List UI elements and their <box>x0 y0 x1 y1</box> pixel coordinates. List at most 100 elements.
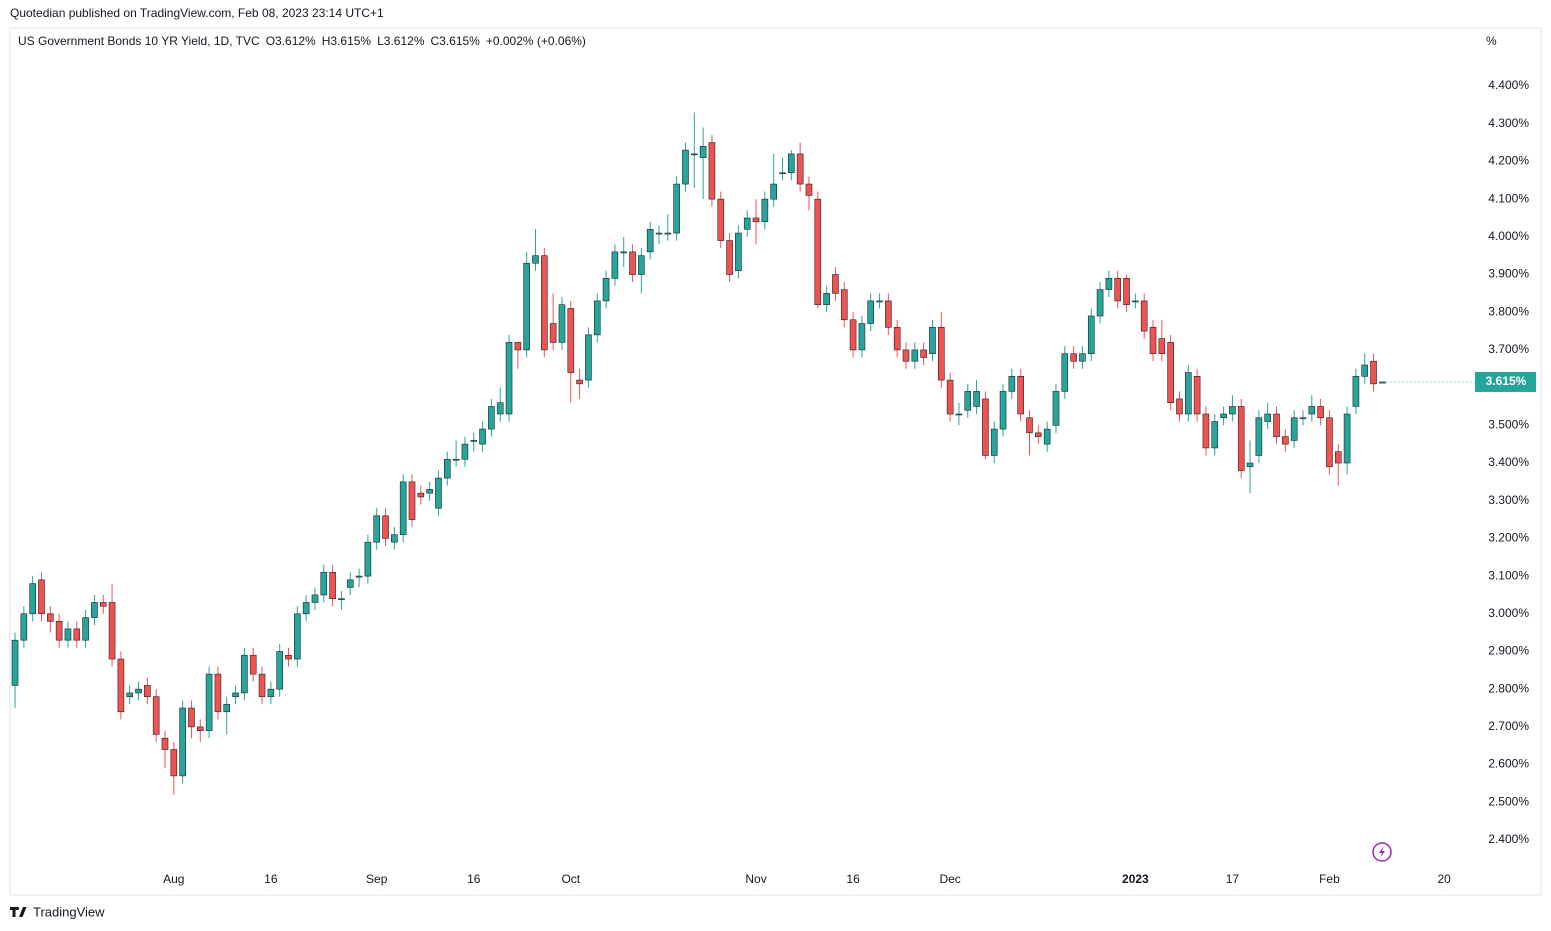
candle-body <box>1193 376 1201 415</box>
candle-body <box>276 651 283 690</box>
candle-body <box>1105 277 1113 290</box>
brand-name: TradingView <box>33 904 105 919</box>
candle-body <box>717 198 725 241</box>
candle-body <box>1167 342 1174 403</box>
candle-body <box>1255 417 1263 456</box>
y-tick-label: 2.600% <box>1488 757 1529 771</box>
y-tick-label: 2.500% <box>1488 794 1529 808</box>
candle-body <box>1158 338 1166 354</box>
candle-body <box>1026 417 1033 434</box>
y-tick-label: 4.100% <box>1488 191 1529 205</box>
y-tick-label: 3.300% <box>1488 493 1529 507</box>
candle-body <box>82 617 89 641</box>
candle-body <box>285 654 292 660</box>
candle-body <box>743 217 751 230</box>
candle-body <box>558 304 566 343</box>
candle-body <box>188 707 195 728</box>
y-tick-label: 3.900% <box>1488 267 1529 281</box>
candle-body <box>814 198 822 305</box>
brand-logo <box>10 906 27 917</box>
x-tick-label: 20 <box>1437 872 1451 886</box>
candle-body <box>496 402 504 415</box>
candle-body <box>620 251 628 254</box>
candle-body <box>982 398 989 456</box>
candle-body <box>973 391 980 407</box>
candle-body <box>1299 417 1307 420</box>
candle-body <box>664 232 672 235</box>
candle-body <box>470 440 478 442</box>
candle-body <box>1149 327 1157 354</box>
candle-body <box>91 602 98 618</box>
x-tick-label: Dec <box>939 872 960 886</box>
candle-body <box>488 406 495 430</box>
x-tick-label: 16 <box>846 872 860 886</box>
candle-body <box>832 274 839 294</box>
candle-body <box>1379 381 1386 384</box>
candle-body <box>373 515 381 543</box>
candle-body <box>646 228 654 253</box>
candle-body <box>876 300 883 303</box>
candle-body <box>761 198 769 223</box>
candle-body <box>346 579 354 588</box>
candle-body <box>479 428 486 445</box>
y-tick-label: 3.500% <box>1488 417 1529 431</box>
candle-body <box>805 183 813 196</box>
candle-body <box>320 572 328 596</box>
candle-body <box>576 379 583 385</box>
candle-body <box>735 232 742 272</box>
y-tick-label: 3.000% <box>1488 606 1529 620</box>
candle-body <box>964 391 972 411</box>
candle-body <box>532 255 539 264</box>
candle-body <box>929 327 936 354</box>
candle-body <box>585 334 592 381</box>
candle-body <box>267 688 275 698</box>
y-tick-label: 3.800% <box>1488 304 1529 318</box>
candle-body <box>699 146 707 158</box>
candle-body <box>1202 413 1210 449</box>
candle-body <box>673 183 680 234</box>
candle-body <box>1220 413 1227 419</box>
candle-body <box>223 703 231 713</box>
chart-frame <box>9 27 1542 896</box>
candle-body <box>426 489 433 494</box>
x-tick-label: Aug <box>163 872 184 886</box>
candle-body <box>302 602 310 615</box>
candle-body <box>417 492 425 498</box>
legend-value: H3.615% <box>322 34 372 48</box>
candle-body <box>461 443 469 460</box>
candle-body <box>258 673 266 698</box>
candle-body <box>64 628 72 641</box>
candle-body <box>241 654 248 694</box>
candle-body <box>611 251 619 279</box>
candle-body <box>1352 376 1360 407</box>
candle-body <box>690 153 698 156</box>
candle-body <box>29 583 36 615</box>
candle-body <box>629 251 636 275</box>
candle-body <box>638 255 645 275</box>
y-tick-label: 2.400% <box>1488 832 1529 846</box>
candle-body <box>523 262 530 351</box>
candle-body <box>655 232 663 235</box>
legend-value: C3.615% <box>430 34 480 48</box>
candle-body <box>196 726 204 731</box>
candle-body <box>443 458 451 479</box>
candle-body <box>593 300 601 336</box>
y-tick-label: 4.400% <box>1488 78 1529 92</box>
candle-body <box>567 308 575 373</box>
last-price-box <box>1475 371 1536 392</box>
published-note: Quotedian published on TradingView.com, … <box>10 6 384 20</box>
candle-body <box>867 300 875 324</box>
candle-body <box>708 142 716 200</box>
candle-body <box>364 541 372 577</box>
last-price-label: 3.615% <box>1486 374 1527 388</box>
candle-body <box>338 598 345 601</box>
candle-body <box>911 349 919 362</box>
candle-body <box>311 594 319 603</box>
candle-body <box>1052 391 1060 426</box>
x-tick-label: Feb <box>1319 872 1340 886</box>
candle-body <box>1317 406 1324 419</box>
candle-body <box>99 602 107 607</box>
x-tick-label: 2023 <box>1122 872 1149 886</box>
